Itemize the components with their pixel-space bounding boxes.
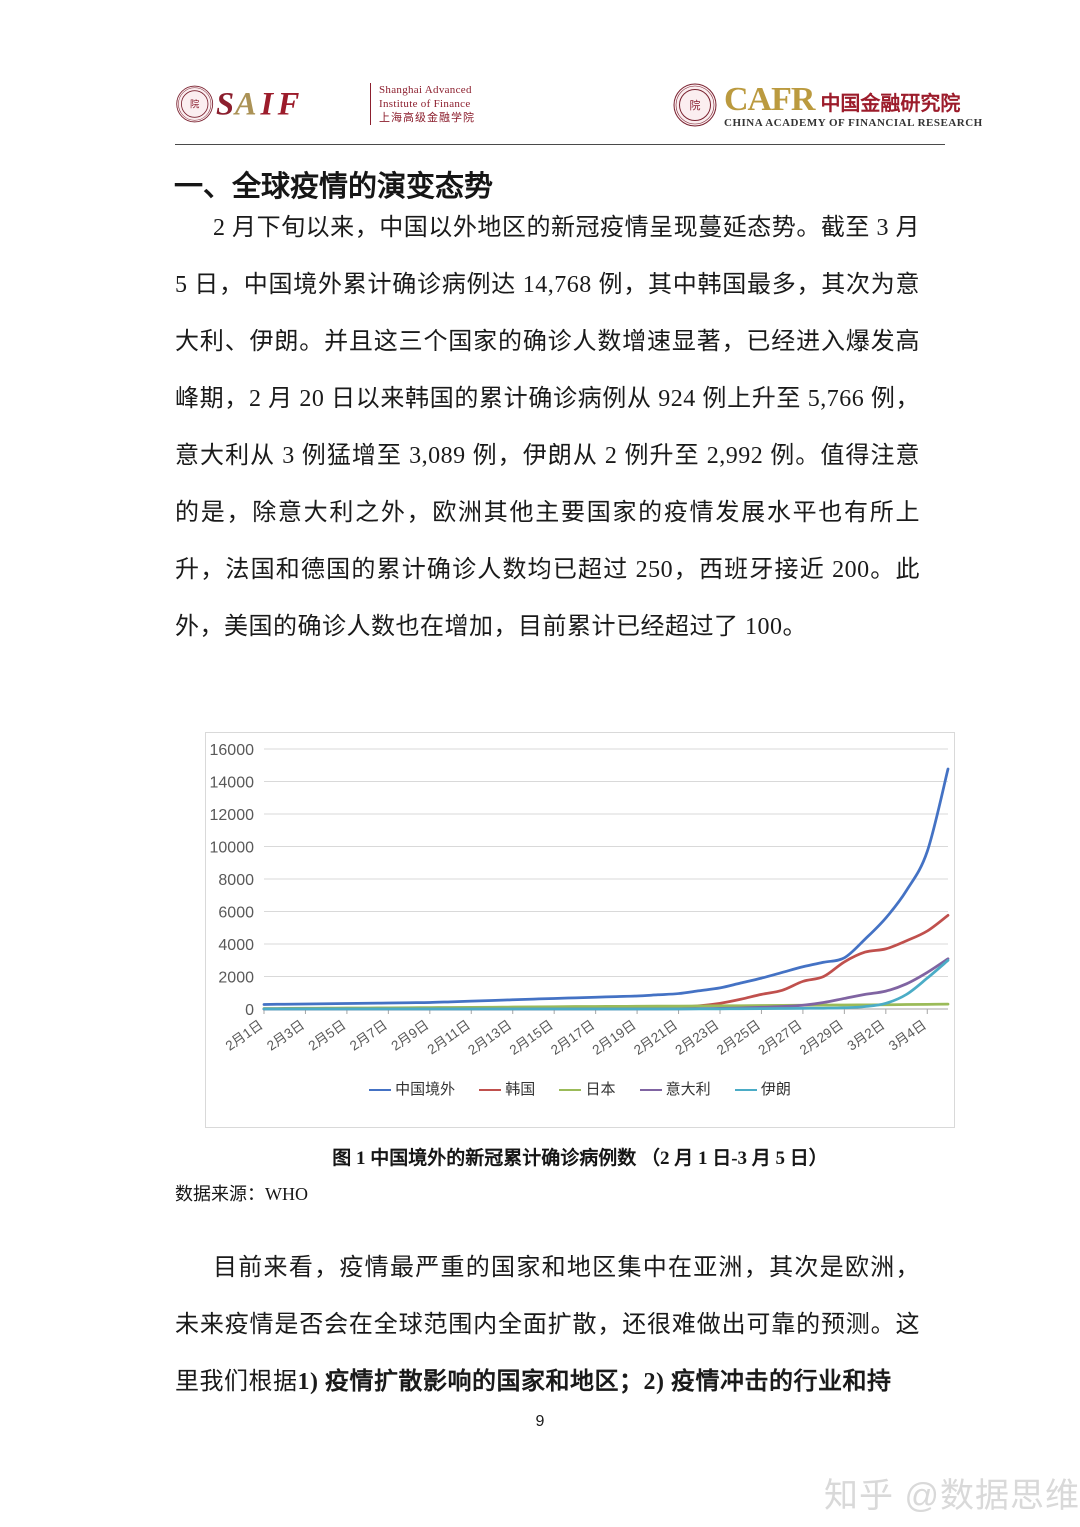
svg-text:2月5日: 2月5日	[306, 1017, 349, 1053]
svg-text:3月2日: 3月2日	[845, 1017, 888, 1053]
svg-text:2000: 2000	[218, 970, 254, 987]
svg-text:A: A	[233, 86, 257, 122]
svg-text:2月11日: 2月11日	[425, 1017, 473, 1057]
svg-text:2月17日: 2月17日	[548, 1017, 597, 1058]
svg-text:2月9日: 2月9日	[389, 1017, 432, 1053]
svg-text:2月13日: 2月13日	[465, 1017, 514, 1058]
svg-text:2月29日: 2月29日	[797, 1017, 846, 1058]
svg-text:14000: 14000	[210, 775, 255, 792]
svg-text:12000: 12000	[210, 807, 255, 824]
svg-text:I: I	[260, 86, 275, 122]
svg-text:4000: 4000	[218, 937, 254, 954]
svg-text:2月23日: 2月23日	[673, 1017, 722, 1058]
svg-text:F: F	[277, 86, 300, 122]
svg-text:2月1日: 2月1日	[223, 1017, 266, 1053]
svg-text:0: 0	[245, 1002, 254, 1019]
svg-text:2月3日: 2月3日	[264, 1017, 307, 1053]
svg-text:2月21日: 2月21日	[631, 1017, 680, 1058]
svg-text:院: 院	[690, 98, 701, 112]
svg-text:16000: 16000	[210, 742, 255, 759]
svg-text:院: 院	[190, 98, 200, 110]
svg-text:3月4日: 3月4日	[886, 1017, 929, 1053]
svg-text:2月15日: 2月15日	[507, 1017, 556, 1058]
svg-text:10000: 10000	[210, 840, 255, 857]
svg-text:2月19日: 2月19日	[590, 1017, 639, 1058]
svg-text:2月25日: 2月25日	[714, 1017, 763, 1058]
svg-text:2月7日: 2月7日	[347, 1017, 390, 1053]
svg-text:S: S	[216, 86, 234, 122]
svg-text:6000: 6000	[218, 905, 254, 922]
svg-text:8000: 8000	[218, 872, 254, 889]
svg-text:2月27日: 2月27日	[755, 1017, 804, 1058]
